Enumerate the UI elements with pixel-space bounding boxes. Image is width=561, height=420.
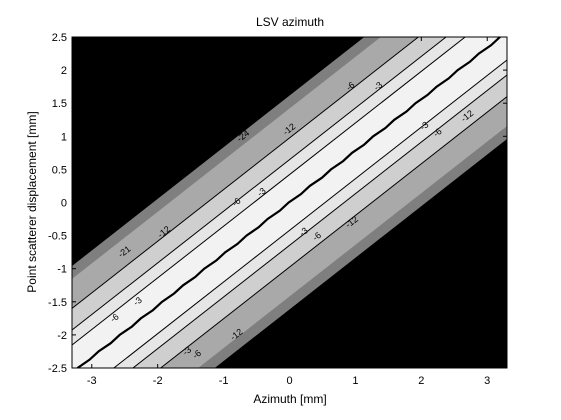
contour-line	[0, 0, 531, 420]
x-tick-label: 3	[484, 375, 490, 387]
x-tick-label: -3	[87, 375, 97, 387]
y-tick-label: 1	[61, 131, 67, 143]
contour-line	[132, 74, 507, 368]
x-tick-label: 1	[352, 375, 358, 387]
y-tick-label: 0	[61, 198, 67, 210]
y-axis-label: Point scatterer displacement [mm]	[25, 111, 39, 292]
x-axis-label: Azimuth [mm]	[253, 392, 326, 406]
chart-title: LSV azimuth	[256, 15, 324, 29]
contour-line	[113, 59, 507, 368]
y-tick-label: -2.5	[48, 363, 67, 375]
y-axis: 2.5 2 1.5 1 0.5 0 -0.5 -1 -1.5 -2 -2.5	[48, 32, 507, 375]
x-tick-label: -1	[219, 375, 229, 387]
x-tick-label: 2	[418, 375, 424, 387]
y-tick-label: 2	[61, 65, 67, 77]
y-tick-label: 2.5	[52, 32, 67, 44]
x-tick-label: 0	[286, 375, 292, 387]
y-tick-label: -1.5	[48, 297, 67, 309]
y-tick-label: 0.5	[52, 164, 67, 176]
contour-line	[0, 0, 503, 420]
y-tick-label: -1	[57, 264, 67, 276]
y-tick-label: 1.5	[52, 98, 67, 110]
y-tick-label: -2	[57, 330, 67, 342]
contour-line	[159, 96, 507, 368]
x-axis: -3 -2 -1 0 1 2 3	[87, 37, 490, 387]
ridge-line	[76, 37, 501, 368]
x-tick-label: -2	[153, 375, 163, 387]
y-tick-label: -0.5	[48, 231, 67, 243]
